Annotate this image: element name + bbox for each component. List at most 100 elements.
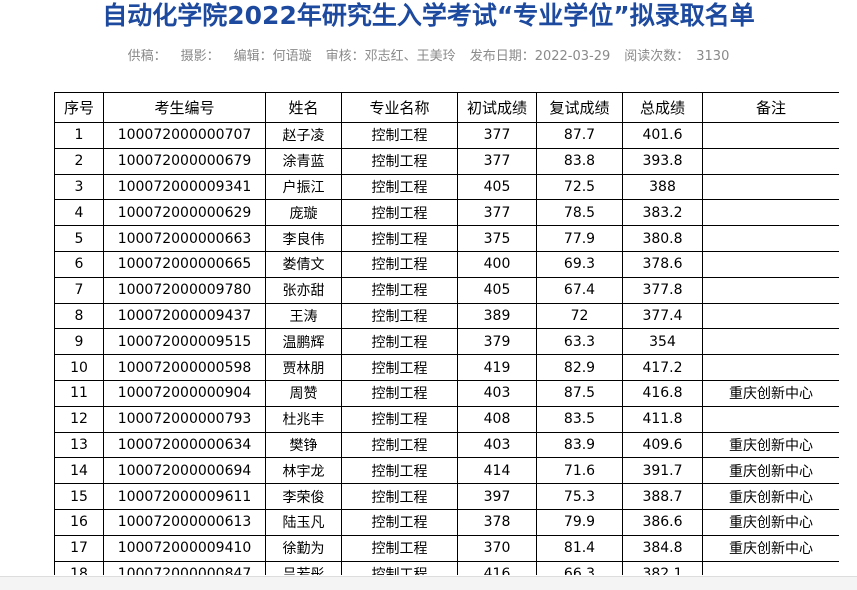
table-cell: 370 [457, 534, 537, 562]
table-cell [702, 302, 839, 330]
table-cell: 赵子凌 [265, 122, 342, 149]
table-cell: 8 [54, 302, 104, 330]
table-cell: 100072000000793 [103, 405, 266, 433]
table-cell: 386.6 [622, 508, 703, 536]
table-cell: 庞璇 [265, 199, 342, 227]
table-cell: 王涛 [265, 302, 342, 330]
table-cell: 重庆创新中心 [702, 508, 839, 536]
table-cell: 378 [457, 508, 537, 536]
table-cell: 100072000000613 [103, 508, 266, 536]
table-cell: 100072000000679 [103, 147, 266, 175]
table-row: 5 100072000000663 李良伟 控制工程 375 77.9 380.8 [54, 225, 839, 252]
table-cell: 温鹏辉 [265, 328, 342, 356]
table-cell: 1 [54, 122, 104, 149]
column-header: 总成绩 [622, 92, 703, 123]
table-cell: 户振江 [265, 173, 342, 201]
table-cell: 81.4 [536, 534, 623, 562]
table-cell: 周赞 [265, 379, 342, 407]
meta-item: 供稿： [127, 49, 167, 64]
meta-item: 摄影： [180, 49, 220, 64]
table-cell: 9 [54, 328, 104, 356]
table-cell: 徐勤为 [265, 534, 342, 562]
table-row: 11 100072000000904 周赞 控制工程 403 87.5 416.8 重庆创新中… [54, 379, 839, 407]
table-cell: 100072000009410 [103, 534, 266, 562]
header-row: 序号 考生编号 姓名 专业名称 初试成绩 复试成绩 总成绩 备注 [54, 92, 839, 123]
table-cell [702, 354, 839, 381]
table-cell: 377.4 [622, 302, 703, 330]
table-cell [702, 328, 839, 356]
table-cell: 75.3 [536, 483, 623, 510]
table-cell: 400 [457, 250, 537, 278]
table-cell: 13 [54, 431, 104, 459]
table-cell: 388 [622, 173, 703, 201]
table-cell: 李良伟 [265, 225, 342, 252]
table-cell: 411.8 [622, 405, 703, 433]
table-cell: 控制工程 [341, 354, 458, 381]
table-cell: 100072000009437 [103, 302, 266, 330]
table-cell: 6 [54, 250, 104, 278]
table-row: 16 100072000000613 陆玉凡 控制工程 378 79.9 386.6 重庆创新… [54, 508, 839, 536]
table-row: 4 100072000000629 庞璇 控制工程 377 78.5 383.2 [54, 199, 839, 227]
table-row: 3 100072000009341 户振江 控制工程 405 72.5 388 [54, 173, 839, 201]
table-cell [702, 122, 839, 149]
meta-item: 审核：邓志红、王美玲 [325, 49, 456, 64]
table-cell: 100072000009780 [103, 276, 266, 304]
table-cell: 66.3 [536, 560, 623, 575]
meta-item: 3130 [696, 49, 730, 64]
table-cell: 79.9 [536, 508, 623, 536]
table-cell: 控制工程 [341, 199, 458, 227]
table-row: 15 100072000009611 李荣俊 控制工程 397 75.3 388.7 重庆创新… [54, 483, 839, 510]
table-cell: 83.5 [536, 405, 623, 433]
table-cell: 重庆创新中心 [702, 457, 839, 485]
table-cell: 控制工程 [341, 534, 458, 562]
table-cell: 重庆创新中心 [702, 534, 839, 562]
table-row: 2 100072000000679 涂青蓝 控制工程 377 83.8 393.8 [54, 147, 839, 175]
table-cell: 100072000009341 [103, 173, 266, 201]
table-cell: 控制工程 [341, 431, 458, 459]
meta-item: 阅读次数： [624, 49, 690, 64]
table-cell: 405 [457, 276, 537, 304]
table-cell: 100072000000665 [103, 250, 266, 278]
table-cell [702, 225, 839, 252]
column-header: 复试成绩 [536, 92, 623, 123]
table-cell: 7 [54, 276, 104, 304]
table-cell: 416 [457, 560, 537, 575]
table-cell: 375 [457, 225, 537, 252]
table-cell [702, 250, 839, 278]
table-cell: 380.8 [622, 225, 703, 252]
table-cell: 17 [54, 534, 104, 562]
table-cell: 87.5 [536, 379, 623, 407]
table-cell: 419 [457, 354, 537, 381]
table-cell: 李荣俊 [265, 483, 342, 510]
table-cell: 414 [457, 457, 537, 485]
table-cell: 控制工程 [341, 483, 458, 510]
table-cell: 82.9 [536, 354, 623, 381]
table-cell: 100072000000904 [103, 379, 266, 407]
table-cell: 16 [54, 508, 104, 536]
table-row: 12 100072000000793 杜兆丰 控制工程 408 83.5 411.8 [54, 405, 839, 433]
table-cell: 控制工程 [341, 508, 458, 536]
meta-item: 编辑：何语璇 [233, 49, 312, 64]
table-cell: 382.1 [622, 560, 703, 575]
table-cell: 397 [457, 483, 537, 510]
table-cell: 控制工程 [341, 250, 458, 278]
table-cell: 控制工程 [341, 560, 458, 575]
table-cell: 重庆创新中心 [702, 431, 839, 459]
table-cell [702, 560, 839, 575]
table-cell [702, 147, 839, 175]
table-cell [702, 405, 839, 433]
table-cell: 377.8 [622, 276, 703, 304]
table-cell: 403 [457, 379, 537, 407]
column-header: 备注 [702, 92, 839, 123]
table-cell: 72 [536, 302, 623, 330]
table-cell: 重庆创新中心 [702, 483, 839, 510]
table-cell: 张亦甜 [265, 276, 342, 304]
table-cell: 控制工程 [341, 405, 458, 433]
column-header: 序号 [54, 92, 104, 123]
table-cell: 控制工程 [341, 302, 458, 330]
table-cell: 83.9 [536, 431, 623, 459]
table-cell: 控制工程 [341, 276, 458, 304]
title: 自动化学院2022年研究生入学考试“专业学位”拟录取名单 [102, 1, 755, 30]
table-cell: 71.6 [536, 457, 623, 485]
